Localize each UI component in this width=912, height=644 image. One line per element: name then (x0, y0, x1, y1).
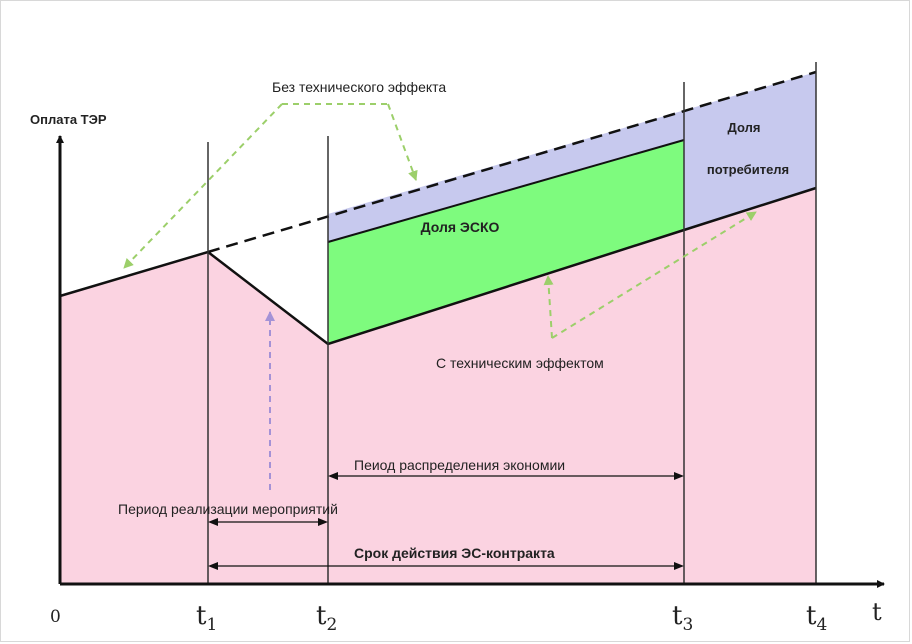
consumer-share-label-line2: потребителя (707, 162, 789, 177)
tick-t1-main: t (196, 601, 207, 631)
esco-share-label: Доля ЭСКО (421, 219, 500, 235)
tick-t4: t4 (806, 601, 827, 635)
tick-t2-main: t (316, 601, 327, 631)
base-payment-area (60, 188, 816, 584)
esco-top-line (327, 139, 685, 243)
tick-t1: t1 (196, 601, 217, 635)
contract-term-arrow (208, 562, 684, 570)
implementation-period-label: Период реализации мероприятий (118, 501, 338, 517)
tick-t4-main: t (806, 601, 817, 631)
tick-t2: t2 (316, 601, 337, 635)
without-effect-pointers (123, 103, 418, 269)
tick-t3-main: t (672, 601, 683, 631)
consumer-share-label-line1: Доля (728, 120, 761, 135)
without-effect-line (207, 70, 817, 254)
tick-t3-sub: 3 (682, 615, 693, 635)
esco-share-area (328, 140, 684, 344)
contract-term-label: Срок действия ЭС-контракта (354, 545, 555, 561)
y-axis-label: Оплата ТЭР (30, 112, 107, 127)
origin-label: 0 (50, 607, 61, 627)
tick-t3: t3 (672, 601, 693, 635)
without-effect-label: Без технического эффекта (272, 79, 446, 95)
with-effect-pointers (543, 211, 757, 339)
tick-t4-sub: 4 (816, 615, 827, 635)
with-effect-label: С техническим эффектом (436, 355, 604, 371)
tick-t1-sub: 1 (206, 615, 217, 635)
x-axis-label: t (872, 598, 882, 626)
savings-period-label: Пеиод распределения экономии (354, 457, 565, 473)
implementation-period-arrow (208, 518, 328, 526)
tick-t2-sub: 2 (326, 615, 337, 635)
savings-period-arrow (328, 472, 684, 480)
